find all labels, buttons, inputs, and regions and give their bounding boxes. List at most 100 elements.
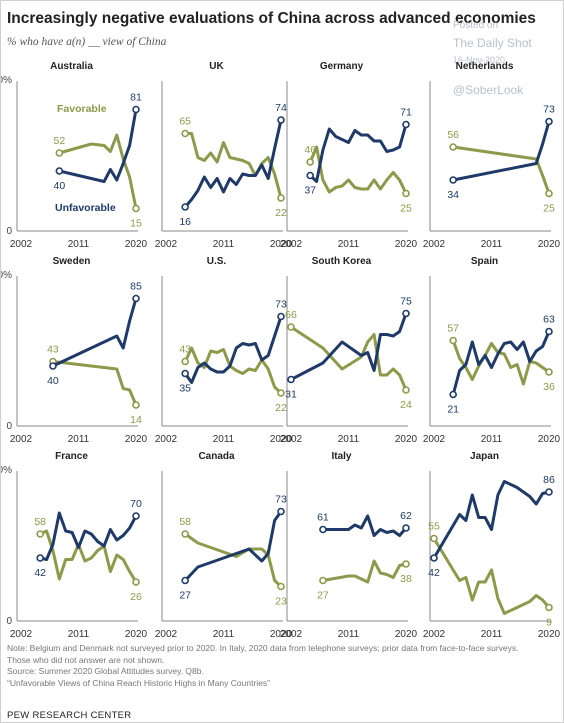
favorable-end-point bbox=[132, 578, 140, 586]
unfavorable-start-point bbox=[449, 390, 457, 399]
favorable-end-value: 15 bbox=[130, 218, 142, 230]
favorable-start-point bbox=[319, 576, 327, 585]
favorable-start-value: 65 bbox=[179, 116, 191, 128]
favorable-start-value: 56 bbox=[447, 129, 459, 141]
note-line: Note: Belgium and Denmark not surveyed p… bbox=[7, 643, 519, 653]
unfavorable-start-point bbox=[181, 576, 189, 585]
x-tick-label: 2002 bbox=[10, 434, 33, 445]
favorable-start-value: 55 bbox=[428, 521, 440, 533]
y-tick-label: 100% bbox=[1, 75, 12, 86]
unfavorable-start-point bbox=[319, 525, 327, 534]
publisher-brand: PEW RESEARCH CENTER bbox=[7, 710, 132, 721]
x-tick-label: 2011 bbox=[338, 629, 360, 640]
favorable-end-value: 26 bbox=[130, 591, 142, 603]
unfavorable-end-value: 85 bbox=[130, 281, 142, 293]
favorable-start-value: 58 bbox=[34, 516, 46, 528]
country-name: Australia bbox=[50, 61, 93, 72]
country-panel: Australia 100% 0 2002 2011 2020 52 15 40 81 Favora… bbox=[1, 61, 148, 250]
unfavorable-end-value: 73 bbox=[275, 494, 287, 506]
favorable-end-point bbox=[402, 560, 410, 568]
unfavorable-end-point bbox=[402, 120, 410, 129]
watermark-handle: @SoberLook bbox=[453, 83, 524, 97]
unfavorable-end-point bbox=[277, 507, 285, 516]
unfavorable-series-line bbox=[432, 480, 551, 560]
unfavorable-start-value: 42 bbox=[34, 567, 46, 579]
unfavorable-end-value: 81 bbox=[130, 92, 142, 104]
unfavorable-series-line bbox=[51, 297, 138, 368]
country-panel: Netherlands 2002 2011 2020 56 25 34 73 bbox=[423, 61, 561, 250]
x-tick-label: 2011 bbox=[68, 239, 90, 250]
unfavorable-end-point bbox=[132, 105, 140, 114]
favorable-end-value: 14 bbox=[130, 414, 142, 426]
favorable-end-value: 38 bbox=[400, 573, 412, 585]
favorable-start-point bbox=[36, 530, 44, 538]
unfavorable-start-point bbox=[449, 176, 457, 184]
favorable-start-value: 58 bbox=[179, 516, 191, 528]
unfavorable-series-line bbox=[38, 511, 138, 561]
unfavorable-end-value: 73 bbox=[275, 299, 287, 311]
favorable-start-point bbox=[287, 323, 295, 331]
y-tick-label: 0 bbox=[6, 616, 12, 627]
unfavorable-start-value: 21 bbox=[447, 404, 459, 416]
favorable-start-point bbox=[449, 336, 457, 345]
country-panel: Japan 2002 2011 2020 55 9 42 86 bbox=[423, 451, 561, 640]
country-panel: U.S. 2002 2011 2020 43 22 35 73 bbox=[155, 256, 293, 445]
favorable-end-point bbox=[545, 603, 553, 612]
unfavorable-start-value: 42 bbox=[428, 567, 440, 579]
x-tick-label: 2002 bbox=[155, 629, 178, 640]
country-name: Germany bbox=[320, 61, 364, 72]
favorable-end-value: 25 bbox=[400, 203, 412, 215]
favorable-start-point bbox=[55, 149, 64, 157]
favorable-start-value: 27 bbox=[317, 590, 329, 602]
unfavorable-start-value: 27 bbox=[179, 590, 191, 602]
legend-favorable: Favorable bbox=[57, 103, 107, 115]
favorable-start-point bbox=[430, 534, 438, 543]
unfavorable-series-line bbox=[183, 315, 283, 384]
x-tick-label: 2011 bbox=[481, 239, 503, 250]
unfavorable-end-point bbox=[132, 294, 140, 303]
unfavorable-start-value: 31 bbox=[285, 389, 297, 401]
favorable-series-line bbox=[308, 145, 408, 195]
unfavorable-end-value: 71 bbox=[400, 107, 412, 119]
x-tick-label: 2011 bbox=[213, 434, 235, 445]
country-panel: UK 2002 2011 2020 65 22 16 74 bbox=[155, 61, 293, 250]
country-name: Canada bbox=[198, 451, 235, 462]
unfavorable-start-point bbox=[287, 375, 295, 384]
unfavorable-start-point bbox=[306, 171, 314, 180]
unfavorable-series-line bbox=[451, 330, 551, 396]
x-tick-label: 2011 bbox=[68, 629, 90, 640]
favorable-end-point bbox=[545, 189, 553, 198]
small-multiples-chart: Australia 100% 0 2002 2011 2020 52 15 40 81 Favora… bbox=[1, 61, 561, 640]
country-name: UK bbox=[209, 61, 224, 72]
x-tick-label: 2002 bbox=[10, 239, 33, 250]
x-tick-label: 2020 bbox=[395, 434, 418, 445]
unfavorable-series-line bbox=[308, 123, 408, 183]
unfavorable-end-value: 62 bbox=[400, 510, 412, 522]
x-tick-label: 2011 bbox=[481, 434, 503, 445]
x-tick-label: 2002 bbox=[280, 629, 303, 640]
unfavorable-end-value: 86 bbox=[543, 474, 555, 486]
x-tick-label: 2020 bbox=[125, 239, 148, 250]
x-tick-label: 2020 bbox=[538, 239, 561, 250]
x-tick-label: 2011 bbox=[213, 629, 235, 640]
country-panel: France 100% 0 2002 2011 2020 58 26 42 70 bbox=[1, 451, 148, 640]
unfavorable-end-value: 70 bbox=[130, 498, 142, 510]
chart-notes: Note: Belgium and Denmark not surveyed p… bbox=[7, 643, 559, 689]
y-tick-label: 0 bbox=[6, 226, 12, 237]
favorable-start-point bbox=[181, 357, 189, 366]
report-title-line: “Unfavorable Views of China Reach Histor… bbox=[7, 677, 270, 688]
favorable-end-point bbox=[132, 401, 140, 409]
favorable-end-point bbox=[277, 582, 285, 591]
unfavorable-start-value: 35 bbox=[179, 383, 191, 395]
country-panel: Spain 2002 2011 2020 57 36 21 63 bbox=[423, 256, 561, 445]
favorable-end-value: 23 bbox=[275, 596, 287, 608]
x-tick-label: 2020 bbox=[270, 239, 293, 250]
country-panel: Canada 2002 2011 2020 58 23 27 73 bbox=[155, 451, 293, 640]
favorable-end-point bbox=[545, 368, 553, 376]
favorable-series-line bbox=[289, 325, 408, 392]
unfavorable-start-point bbox=[181, 369, 189, 378]
x-tick-label: 2002 bbox=[155, 434, 178, 445]
favorable-series-line bbox=[321, 559, 408, 584]
favorable-series-line bbox=[183, 532, 283, 588]
